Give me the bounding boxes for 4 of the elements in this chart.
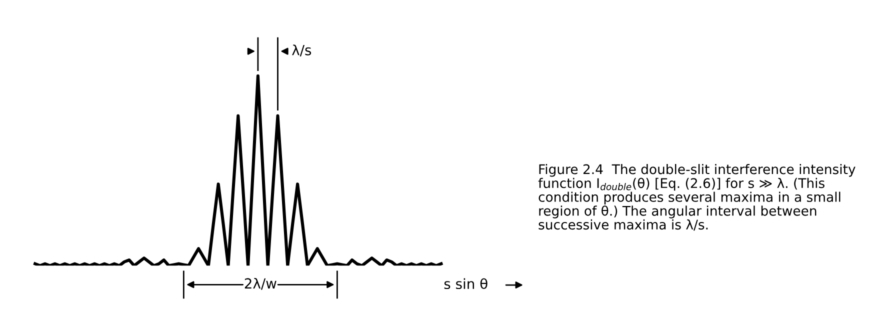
caption: Figure 2.4 The double-slit interference intensity function I$_{double}$(θ) [Eq. (2.6)] for s ≫ λ. (This condition produces several maxima in a small region of θ.) The angular interval between successive maxima is λ/s.: [538, 164, 856, 231]
text: λ/s: [292, 44, 312, 56]
text: 2λ/w: [244, 278, 276, 290]
x-axis-title: s sin θ: [444, 278, 488, 290]
